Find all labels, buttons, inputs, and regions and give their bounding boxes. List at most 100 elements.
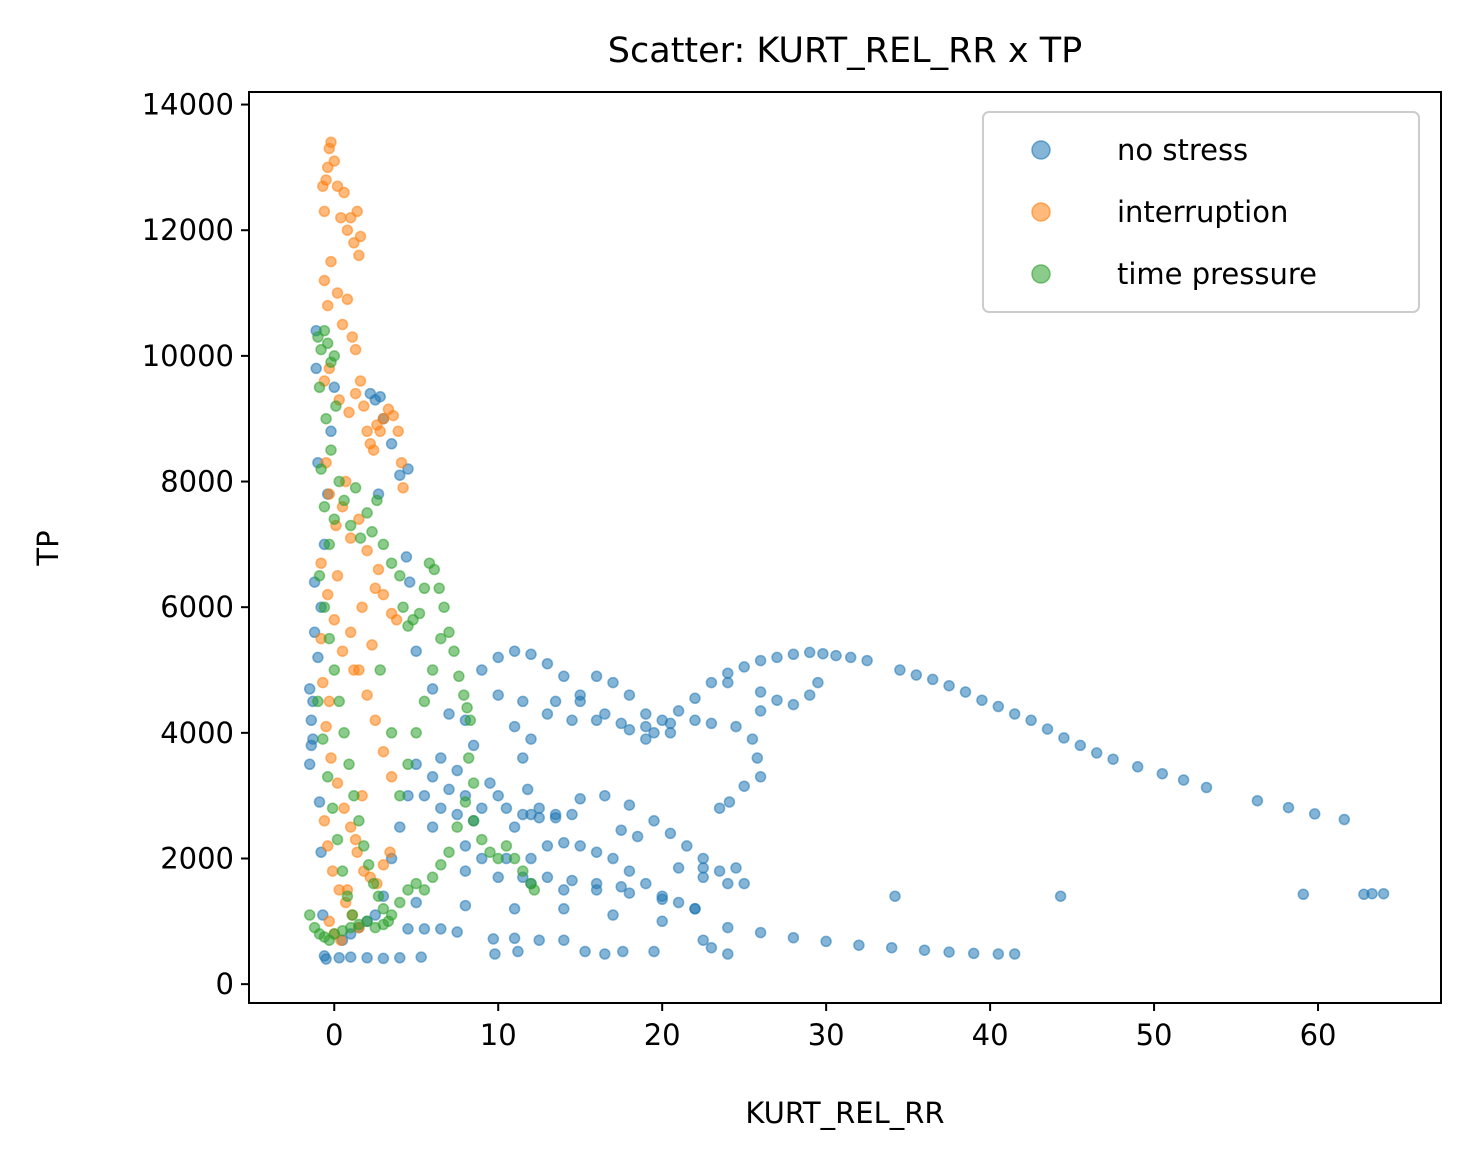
data-point — [579, 945, 591, 958]
data-point — [331, 833, 344, 846]
data-point — [1377, 887, 1390, 900]
data-point — [615, 824, 627, 836]
data-point — [746, 733, 759, 745]
data-point — [517, 752, 529, 764]
data-point — [313, 570, 326, 582]
data-point — [318, 205, 331, 218]
data-point — [631, 830, 644, 843]
data-point — [354, 375, 367, 387]
data-point — [484, 846, 496, 858]
data-point — [344, 532, 357, 544]
data-point — [640, 733, 652, 745]
data-point — [574, 840, 586, 852]
data-point — [377, 588, 390, 601]
data-point — [418, 789, 431, 802]
data-point — [369, 909, 382, 921]
data-point — [336, 645, 349, 657]
data-point — [335, 211, 347, 224]
data-point — [459, 899, 472, 912]
data-point — [771, 694, 783, 706]
data-point — [943, 946, 955, 958]
data-point — [738, 661, 750, 673]
data-point — [751, 752, 764, 764]
data-point — [328, 155, 341, 167]
data-point — [336, 318, 349, 331]
data-point — [617, 945, 629, 958]
data-point — [349, 482, 362, 494]
data-point — [1366, 887, 1378, 900]
data-point — [566, 808, 578, 821]
data-point — [590, 877, 603, 890]
data-point — [426, 771, 439, 783]
data-point — [467, 777, 480, 789]
data-point — [1008, 948, 1021, 960]
data-point — [459, 840, 472, 852]
data-point — [328, 664, 341, 676]
x-tick-label: 50 — [1136, 1018, 1173, 1052]
data-point — [566, 714, 578, 727]
data-point — [959, 686, 972, 698]
points-layer — [303, 136, 1390, 965]
data-point — [464, 714, 477, 727]
data-point — [377, 745, 390, 758]
data-point — [926, 673, 939, 686]
data-point — [664, 717, 677, 730]
data-point — [1156, 767, 1169, 780]
data-point — [508, 720, 521, 733]
data-point — [976, 694, 988, 706]
data-point — [1074, 739, 1087, 752]
data-point — [820, 935, 832, 948]
data-point — [844, 651, 857, 664]
data-point — [517, 695, 529, 708]
data-point — [443, 846, 455, 858]
data-point — [787, 931, 800, 944]
data-point — [320, 174, 332, 186]
data-point — [453, 670, 465, 683]
legend-label: no stress — [1117, 133, 1248, 167]
data-point — [640, 708, 652, 720]
data-point — [325, 752, 337, 764]
data-point — [377, 538, 390, 551]
data-point — [590, 846, 603, 858]
data-point — [338, 802, 350, 814]
data-point — [558, 837, 570, 849]
data-point — [312, 695, 324, 708]
data-point — [787, 648, 800, 661]
data-point — [349, 343, 362, 356]
data-point — [476, 833, 488, 846]
data-point — [371, 494, 383, 507]
legend: no stress interruption time pressure — [982, 111, 1420, 313]
data-point — [508, 903, 521, 915]
data-point — [723, 796, 736, 808]
data-point — [325, 425, 337, 438]
data-point — [730, 720, 742, 733]
data-point — [607, 676, 619, 689]
data-point — [361, 425, 373, 438]
data-point — [354, 230, 367, 243]
data-point — [1058, 732, 1070, 744]
data-point — [476, 852, 488, 865]
data-point — [328, 381, 341, 394]
data-point — [541, 871, 554, 884]
data-point — [443, 783, 455, 796]
data-point — [435, 802, 447, 814]
data-point — [362, 859, 375, 871]
data-point — [348, 664, 360, 676]
data-point — [508, 645, 521, 657]
data-point — [754, 926, 767, 939]
data-point — [467, 815, 480, 827]
data-point — [1338, 813, 1351, 826]
data-point — [492, 651, 504, 664]
data-point — [787, 698, 800, 711]
data-point — [331, 287, 344, 299]
data-point — [558, 903, 570, 915]
x-tick-label: 40 — [972, 1018, 1009, 1052]
x-tick-label: 20 — [644, 1018, 681, 1052]
data-point — [517, 865, 529, 877]
data-point — [410, 645, 422, 657]
data-point — [323, 915, 336, 928]
data-point — [321, 337, 334, 350]
data-point — [317, 733, 329, 745]
data-point — [397, 482, 409, 494]
